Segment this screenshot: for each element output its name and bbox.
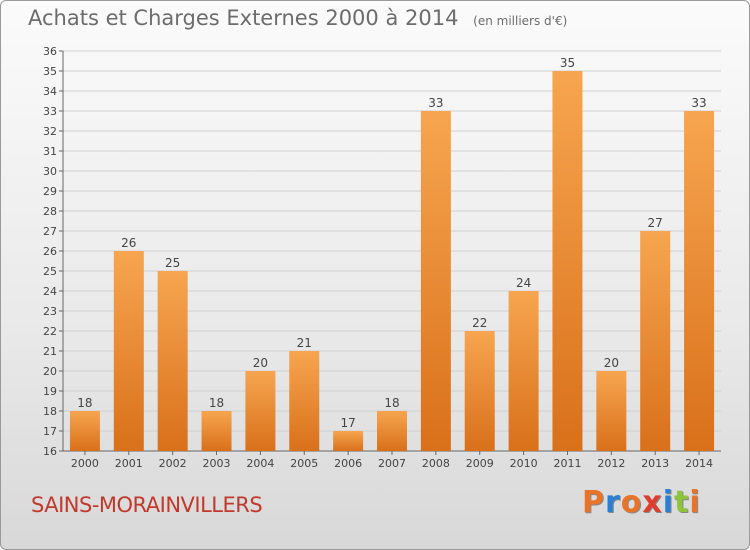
- chart-title-unit: (en milliers d'€): [473, 14, 568, 28]
- bar: [464, 331, 495, 451]
- data-label: 33: [691, 96, 706, 110]
- bar: [377, 411, 407, 451]
- y-tick-label: 27: [43, 225, 57, 238]
- y-tick-label: 32: [43, 125, 57, 138]
- x-tick-label: 2011: [553, 457, 581, 470]
- x-tick-label: 2013: [641, 457, 669, 470]
- x-tick-label: 2014: [685, 457, 713, 470]
- x-tick-label: 2006: [334, 457, 362, 470]
- data-label: 27: [648, 216, 663, 230]
- y-tick-label: 29: [43, 185, 57, 198]
- y-tick-label: 30: [43, 165, 57, 178]
- y-tick-label: 23: [43, 305, 57, 318]
- x-tick-label: 2008: [422, 457, 450, 470]
- y-tick-label: 34: [43, 85, 57, 98]
- x-tick-label: 2001: [115, 457, 143, 470]
- data-label: 17: [340, 416, 355, 430]
- y-tick-label: 21: [43, 345, 57, 358]
- place-name: SAINS-MORAINVILLERS: [31, 493, 263, 517]
- data-label: 18: [209, 396, 224, 410]
- x-tick-label: 2012: [597, 457, 625, 470]
- data-label: 26: [121, 236, 136, 250]
- y-tick-label: 20: [43, 365, 57, 378]
- x-tick-label: 2004: [246, 457, 274, 470]
- brand-letter: P: [582, 485, 605, 520]
- data-label: 35: [560, 56, 575, 70]
- y-tick-label: 33: [43, 105, 57, 118]
- x-tick-label: 2002: [159, 457, 187, 470]
- bar: [333, 431, 364, 451]
- brand-letter: t: [674, 485, 690, 520]
- y-tick-label: 19: [43, 385, 57, 398]
- x-tick-label: 2005: [290, 457, 318, 470]
- y-tick-label: 26: [43, 245, 57, 258]
- bar: [157, 271, 188, 451]
- bar: [113, 251, 144, 451]
- bar: [508, 291, 539, 451]
- bar: [552, 71, 583, 451]
- x-tick-label: 2003: [203, 457, 231, 470]
- data-label: 18: [384, 396, 399, 410]
- y-tick-label: 28: [43, 205, 57, 218]
- bar: [596, 371, 627, 451]
- y-tick-label: 18: [43, 405, 57, 418]
- bar: [245, 371, 276, 451]
- data-label: 20: [604, 356, 619, 370]
- brand-letter: o: [620, 485, 643, 520]
- x-tick-label: 2010: [510, 457, 538, 470]
- x-tick-label: 2007: [378, 457, 406, 470]
- y-tick-label: 22: [43, 325, 57, 338]
- bar: [69, 411, 100, 451]
- bar: [420, 111, 451, 451]
- y-tick-label: 36: [43, 45, 57, 58]
- brand-letter: x: [642, 485, 663, 520]
- data-label: 18: [77, 396, 92, 410]
- brand-logo: Proxiti: [582, 485, 701, 520]
- x-tick-label: 2000: [71, 457, 99, 470]
- brand-letter: r: [605, 485, 621, 520]
- y-tick-label: 35: [43, 65, 57, 78]
- x-tick-label: 2009: [466, 457, 494, 470]
- data-label: 24: [516, 276, 531, 290]
- y-tick-label: 17: [43, 425, 57, 438]
- y-tick-label: 24: [43, 285, 57, 298]
- y-tick-label: 31: [43, 145, 57, 158]
- bar: [684, 111, 715, 451]
- data-label: 20: [253, 356, 268, 370]
- data-label: 33: [428, 96, 443, 110]
- chart-title: Achats et Charges Externes 2000 à 2014 (…: [28, 6, 567, 30]
- chart-title-text: Achats et Charges Externes 2000 à 2014: [28, 6, 459, 30]
- brand-letter: i: [689, 485, 701, 520]
- data-label: 25: [165, 256, 180, 270]
- data-label: 22: [472, 316, 487, 330]
- bar: [640, 231, 671, 451]
- brand-letter: i: [662, 485, 675, 520]
- y-tick-label: 25: [43, 265, 57, 278]
- bar: [289, 351, 320, 451]
- bar: [201, 411, 232, 451]
- data-label: 21: [297, 336, 312, 350]
- y-tick-label: 16: [43, 445, 57, 458]
